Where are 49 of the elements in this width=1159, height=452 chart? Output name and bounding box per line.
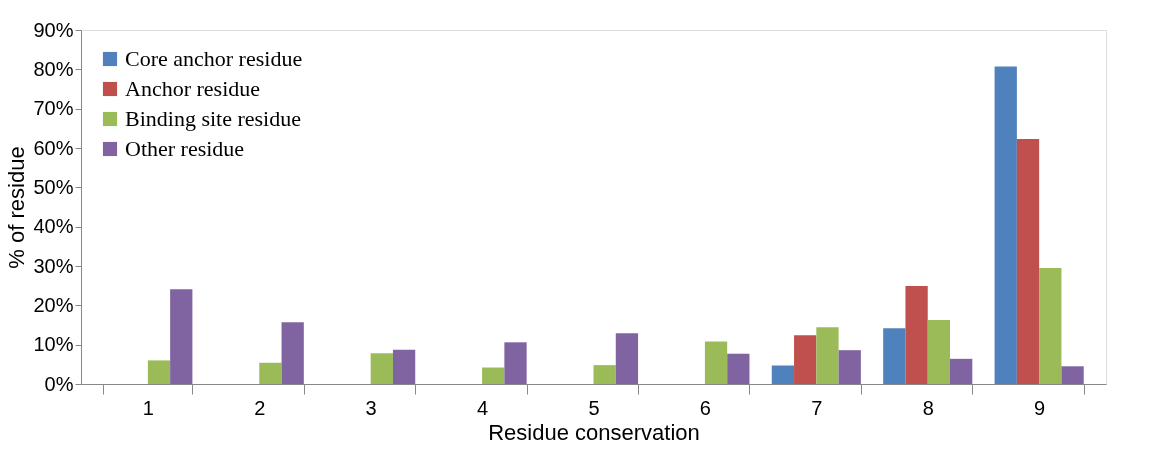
y-tick-label: 10%	[33, 333, 74, 356]
y-tick-label: 60%	[33, 136, 74, 159]
bar	[838, 350, 861, 384]
bar	[615, 333, 639, 384]
bar	[794, 335, 817, 384]
y-tick-label: 80%	[33, 57, 74, 80]
legend-label: Binding site residue	[125, 106, 301, 131]
y-tick-label: 20%	[33, 293, 74, 316]
x-axis-title: Residue conservation	[488, 419, 700, 445]
bar	[370, 353, 393, 384]
bar	[1039, 267, 1062, 384]
x-tick-label: 2	[254, 396, 266, 419]
y-tick-label: 40%	[33, 215, 74, 238]
x-tick-label: 9	[1034, 396, 1046, 419]
legend-label: Other residue	[125, 136, 245, 161]
bar	[883, 328, 906, 384]
y-tick-label: 30%	[33, 254, 74, 277]
bar	[593, 365, 616, 384]
x-tick-label: 6	[699, 396, 711, 419]
y-tick-label: 0%	[44, 372, 74, 395]
x-tick-label: 3	[365, 396, 377, 419]
bar	[727, 353, 750, 384]
legend-label: Anchor residue	[125, 76, 261, 101]
x-tick-label: 1	[142, 396, 154, 419]
bar	[950, 358, 973, 384]
y-tick-label: 90%	[33, 18, 74, 41]
bar	[281, 322, 304, 384]
bar	[1016, 138, 1040, 384]
bar	[927, 319, 951, 384]
bar	[816, 327, 839, 384]
bar	[994, 66, 1017, 384]
bar	[259, 362, 282, 384]
x-tick-label: 4	[477, 396, 489, 419]
bar	[1061, 366, 1084, 384]
bar	[482, 367, 505, 384]
bar	[704, 341, 728, 384]
y-tick-label: 50%	[33, 175, 74, 198]
x-tick-label: 5	[588, 396, 600, 419]
x-tick-label: 7	[811, 396, 823, 419]
bar	[771, 365, 795, 384]
y-axis-title: % of residue	[4, 146, 30, 269]
bar	[392, 349, 416, 384]
bar	[504, 342, 527, 384]
x-tick-label: 8	[922, 396, 934, 419]
y-tick-label: 70%	[33, 97, 74, 120]
bar	[905, 286, 928, 384]
legend-label: Core anchor residue	[125, 46, 303, 71]
bar	[147, 360, 171, 384]
bar	[170, 289, 193, 384]
